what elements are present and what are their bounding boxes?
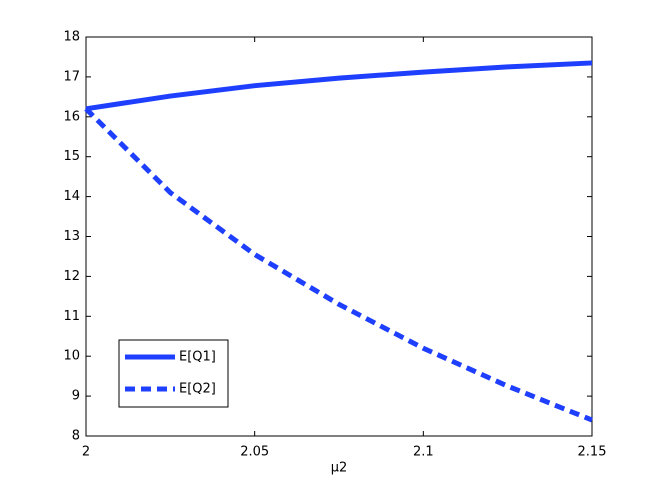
x-tick-label: 2.15 xyxy=(578,445,607,460)
x-axis-label: μ2 xyxy=(331,461,348,476)
series-line xyxy=(85,60,593,112)
y-tick-label: 9 xyxy=(72,389,80,404)
legend-box xyxy=(118,339,229,408)
y-tick-label: 16 xyxy=(63,109,80,124)
y-tick-label: 12 xyxy=(63,269,80,284)
y-tick-label: 18 xyxy=(63,30,80,45)
x-tick-label: 2 xyxy=(82,445,90,460)
x-tick-label: 2.05 xyxy=(240,445,269,460)
y-tick-label: 8 xyxy=(72,429,80,444)
series-line xyxy=(84,107,593,423)
legend-label: E[Q2] xyxy=(179,382,216,397)
x-tick-label: 2.1 xyxy=(413,445,434,460)
y-tick-label: 13 xyxy=(63,229,80,244)
y-tick-label: 10 xyxy=(63,349,80,364)
y-tick-label: 14 xyxy=(63,189,80,204)
legend-label: E[Q1] xyxy=(179,350,216,365)
y-tick-label: 17 xyxy=(63,69,80,84)
y-tick-label: 15 xyxy=(63,149,80,164)
y-tick-label: 11 xyxy=(63,309,80,324)
